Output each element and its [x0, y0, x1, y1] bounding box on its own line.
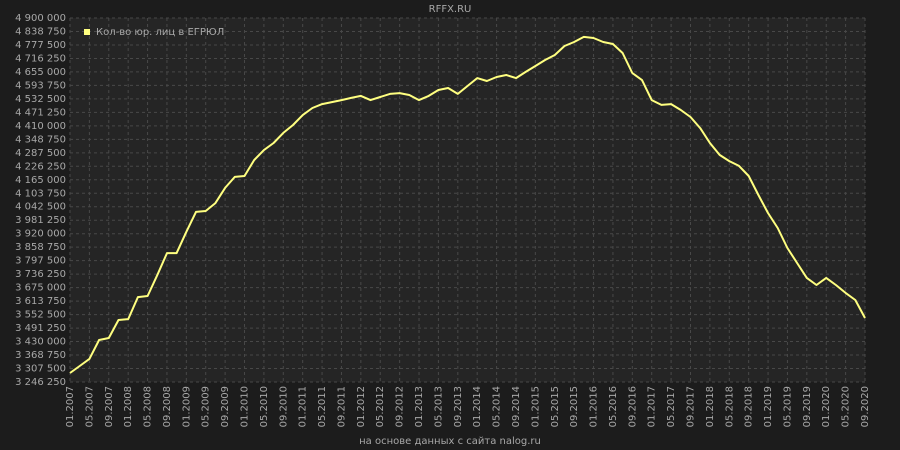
x-tick-label: 01.2017 — [647, 386, 658, 427]
y-tick-label: 4 716 250 — [15, 53, 66, 64]
y-tick-label: 4 471 250 — [15, 107, 66, 118]
legend-label: Кол-во юр. лиц в ЕГРЮЛ — [96, 27, 224, 38]
plot-area — [70, 18, 865, 382]
x-tick-label: 01.2018 — [705, 386, 716, 427]
y-tick-label: 4 348 750 — [15, 134, 66, 145]
x-tick-label: 05.2008 — [143, 386, 154, 427]
x-tick-label: 01.2010 — [240, 386, 251, 427]
y-tick-label: 3 797 500 — [15, 256, 66, 267]
y-tick-label: 4 655 000 — [15, 67, 66, 78]
x-tick-label: 09.2012 — [395, 386, 406, 427]
y-tick-label: 3 920 000 — [15, 229, 66, 240]
y-tick-label: 3 246 250 — [15, 377, 66, 388]
x-tick-label: 05.2020 — [841, 386, 852, 427]
y-tick-label: 4 900 000 — [15, 13, 66, 24]
x-tick-label: 01.2007 — [65, 386, 76, 427]
x-tick-label: 09.2010 — [278, 386, 289, 427]
x-tick-label: 09.2013 — [453, 386, 464, 427]
x-tick-label: 09.2018 — [744, 386, 755, 427]
x-tick-label: 05.2016 — [608, 386, 619, 427]
y-tick-label: 4 532 500 — [15, 94, 66, 105]
x-tick-label: 01.2019 — [763, 386, 774, 427]
x-tick-label: 01.2020 — [821, 386, 832, 427]
y-tick-label: 4 838 750 — [15, 26, 66, 37]
x-tick-label: 05.2014 — [492, 386, 503, 427]
y-tick-label: 3 491 250 — [15, 323, 66, 334]
x-tick-label: 09.2016 — [627, 386, 638, 427]
x-tick-label: 01.2013 — [414, 386, 425, 427]
y-tick-label: 4 042 500 — [15, 202, 66, 213]
legend-swatch — [84, 29, 90, 35]
x-tick-label: 05.2010 — [259, 386, 270, 427]
x-tick-label: 05.2011 — [317, 386, 328, 427]
y-tick-label: 4 165 000 — [15, 175, 66, 186]
x-tick-label: 05.2012 — [375, 386, 386, 427]
x-tick-label: 09.2009 — [220, 386, 231, 427]
x-tick-label: 01.2015 — [530, 386, 541, 427]
x-tick-label: 05.2019 — [782, 386, 793, 427]
x-tick-label: 05.2009 — [201, 386, 212, 427]
y-tick-label: 3 858 750 — [15, 242, 66, 253]
x-tick-label: 01.2009 — [181, 386, 192, 427]
x-tick-label: 05.2018 — [724, 386, 735, 427]
y-tick-label: 4 226 250 — [15, 161, 66, 172]
x-tick-label: 09.2019 — [802, 386, 813, 427]
chart-title: RFFX.RU — [429, 4, 472, 15]
y-tick-label: 3 981 250 — [15, 215, 66, 226]
x-tick-label: 09.2015 — [569, 386, 580, 427]
y-tick-label: 3 613 750 — [15, 296, 66, 307]
x-tick-label: 09.2008 — [162, 386, 173, 427]
y-tick-label: 3 736 250 — [15, 269, 66, 280]
x-tick-label: 09.2011 — [336, 386, 347, 427]
y-tick-label: 4 287 500 — [15, 148, 66, 159]
y-tick-label: 3 307 500 — [15, 364, 66, 375]
x-tick-label: 05.2007 — [84, 386, 95, 427]
x-tick-label: 05.2013 — [433, 386, 444, 427]
y-tick-label: 3 552 500 — [15, 310, 66, 321]
x-tick-label: 01.2011 — [298, 386, 309, 427]
y-tick-label: 4 593 750 — [15, 80, 66, 91]
y-tick-label: 4 103 750 — [15, 188, 66, 199]
x-tick-label: 05.2017 — [666, 386, 677, 427]
source-note: на основе данных с сайта nalog.ru — [359, 436, 541, 447]
y-tick-label: 4 410 000 — [15, 121, 66, 132]
x-tick-label: 09.2020 — [860, 386, 871, 427]
x-tick-label: 01.2008 — [123, 386, 134, 427]
y-tick-label: 3 675 000 — [15, 283, 66, 294]
x-tick-label: 01.2012 — [356, 386, 367, 427]
x-tick-label: 09.2017 — [685, 386, 696, 427]
x-tick-label: 09.2014 — [511, 386, 522, 427]
y-tick-label: 3 430 000 — [15, 337, 66, 348]
data-line — [69, 35, 866, 374]
x-tick-label: 01.2016 — [589, 386, 600, 427]
x-tick-label: 05.2015 — [550, 386, 561, 427]
x-tick-label: 09.2007 — [104, 386, 115, 427]
y-tick-label: 3 368 750 — [15, 350, 66, 361]
x-tick-label: 01.2014 — [472, 386, 483, 427]
y-tick-label: 4 777 500 — [15, 40, 66, 51]
